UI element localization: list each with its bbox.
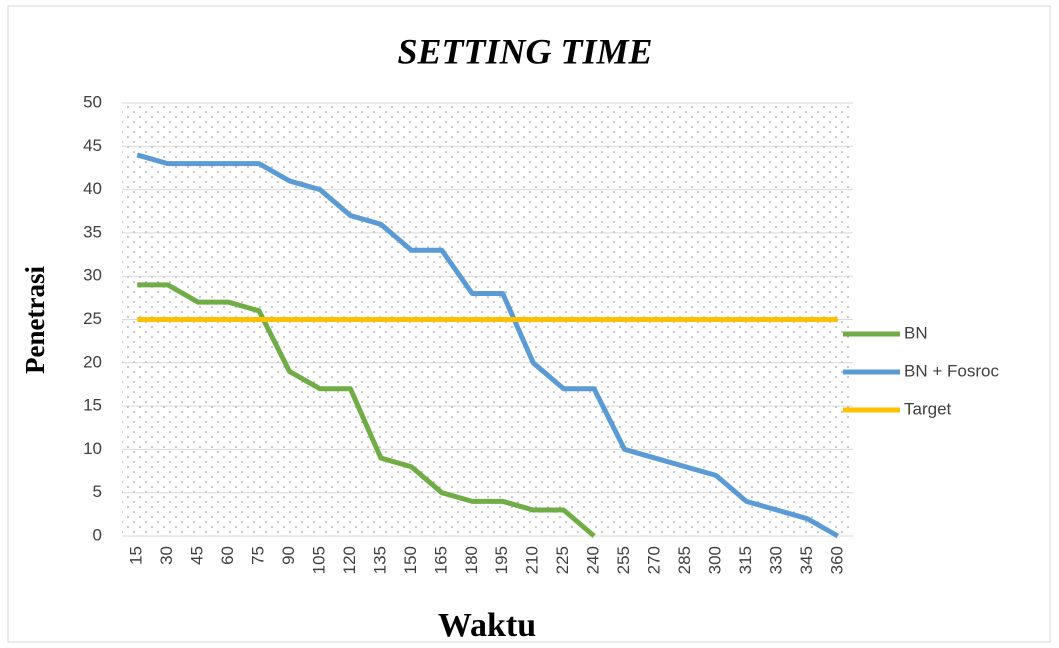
y-tick-label: 35 (83, 222, 102, 241)
legend-label: Target (904, 399, 952, 418)
x-tick-label: 15 (127, 546, 146, 565)
x-tick-label: 300 (705, 546, 724, 574)
x-tick-label: 345 (797, 546, 816, 574)
data-line (137, 282, 596, 538)
y-tick-label: 30 (83, 266, 102, 285)
legend-label: BN + Fosroc (904, 361, 999, 380)
x-tick-label: 30 (157, 546, 176, 565)
y-tick-label: 0 (93, 525, 102, 544)
y-tick-label: 10 (83, 439, 102, 458)
y-tick-label: 25 (83, 309, 102, 328)
y-axis-label: Penetrasi (20, 266, 50, 374)
data-line (136, 152, 840, 539)
x-tick-label: 105 (309, 546, 328, 574)
x-tick-label: 225 (553, 546, 572, 574)
x-tick-label: 315 (736, 546, 755, 574)
x-tick-label: 60 (218, 546, 237, 565)
x-tick-label: 255 (614, 546, 633, 574)
x-tick-label: 180 (462, 546, 481, 574)
x-tick-label: 150 (401, 546, 420, 574)
x-tick-label: 120 (340, 546, 359, 574)
x-axis-label: Waktu (438, 607, 536, 644)
x-tick-label: 270 (645, 546, 664, 574)
x-tick-label: 195 (492, 546, 511, 574)
y-tick-label: 45 (83, 136, 102, 155)
x-tick-label: 45 (188, 546, 207, 565)
x-tick-label: 240 (584, 546, 603, 574)
x-tick-label: 360 (827, 546, 846, 574)
x-tick-label: 165 (431, 546, 450, 574)
chart-title: SETTING TIME (397, 31, 652, 71)
x-tick-label: 75 (249, 546, 268, 565)
legend-label: BN (904, 323, 928, 342)
x-tick-label: 210 (523, 546, 542, 574)
y-tick-label: 50 (83, 92, 102, 111)
x-tick-label: 330 (766, 546, 785, 574)
y-tick-label: 15 (83, 396, 102, 415)
x-tick-label: 90 (279, 546, 298, 565)
x-tick-label: 285 (675, 546, 694, 574)
x-tick-label: 135 (370, 546, 389, 574)
y-tick-label: 5 (93, 482, 102, 501)
y-tick-label: 40 (83, 179, 102, 198)
y-tick-label: 20 (83, 352, 102, 371)
